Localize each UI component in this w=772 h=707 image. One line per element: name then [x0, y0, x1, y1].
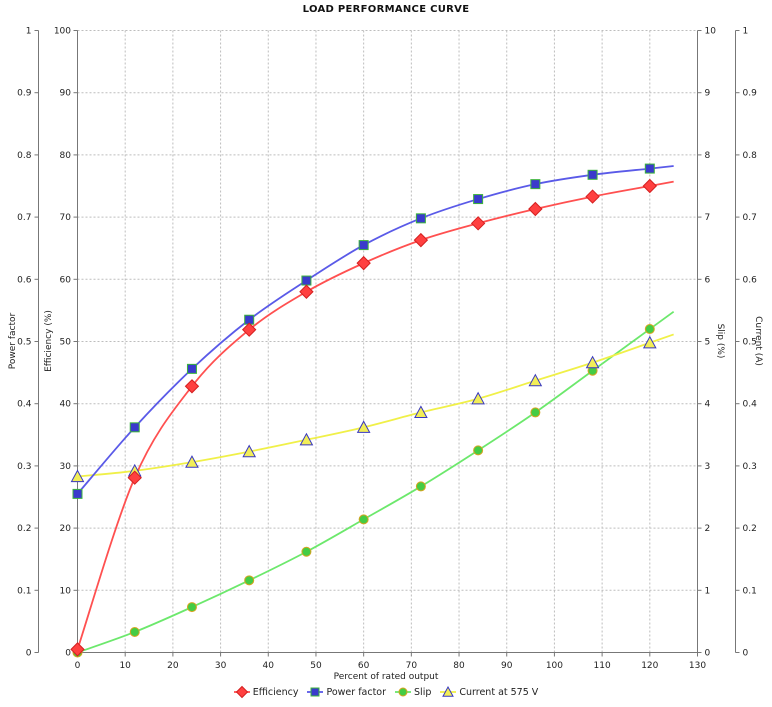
series-slip-line [77, 310, 675, 654]
svg-text:80: 80 [453, 661, 465, 671]
series-power-factor-line [76, 165, 674, 495]
svg-text:10: 10 [60, 586, 72, 596]
series-efficiency-line [76, 180, 674, 650]
svg-text:30: 30 [215, 661, 227, 671]
svg-text:2: 2 [705, 524, 711, 534]
svg-text:40: 40 [60, 400, 72, 410]
svg-text:90: 90 [501, 661, 513, 671]
legend-label: Current at 575 V [459, 686, 539, 698]
axis-ticks [34, 30, 740, 657]
svg-text:130: 130 [689, 661, 706, 671]
svg-text:7: 7 [705, 213, 711, 223]
current-axis-title: Current (A) [753, 316, 763, 366]
svg-text:80: 80 [60, 151, 72, 161]
svg-text:0.5: 0.5 [743, 338, 757, 348]
svg-text:60: 60 [358, 661, 370, 671]
svg-text:10: 10 [705, 27, 717, 37]
legend-item-efficiency: Efficiency [233, 685, 299, 699]
axis-tick-labels: 0 10 20 30 40 50 60 70 80 90 100 110 120 13000.10.20.… [17, 27, 757, 672]
svg-text:1: 1 [705, 586, 711, 596]
series-current-line [77, 333, 674, 478]
gridlines [77, 30, 698, 653]
svg-text:60: 60 [60, 275, 72, 285]
svg-text:90: 90 [60, 89, 72, 99]
svg-text:30: 30 [60, 462, 72, 472]
power-factor-legend-marker-icon [307, 687, 324, 697]
legend-item-power-factor: Power factor [307, 685, 386, 699]
svg-text:5: 5 [705, 338, 711, 348]
svg-text:0: 0 [26, 649, 32, 659]
svg-text:0.1: 0.1 [17, 586, 31, 596]
svg-text:0: 0 [75, 661, 81, 671]
svg-text:0.2: 0.2 [17, 524, 31, 534]
x-axis-title: Percent of rated output [333, 672, 439, 682]
svg-text:0.4: 0.4 [17, 400, 32, 410]
svg-text:9: 9 [705, 89, 711, 99]
series-slip-markers [72, 324, 655, 658]
legend-item-current: Current at 575 V [440, 685, 538, 699]
svg-text:0.4: 0.4 [743, 400, 758, 410]
svg-text:0: 0 [743, 649, 749, 659]
svg-text:0: 0 [705, 649, 711, 659]
svg-text:40: 40 [263, 661, 275, 671]
svg-text:0.6: 0.6 [743, 275, 758, 285]
efficiency-axis-title: Efficiency (%) [44, 310, 54, 372]
svg-text:0.8: 0.8 [743, 151, 758, 161]
svg-text:0.2: 0.2 [743, 524, 757, 534]
svg-text:1: 1 [26, 27, 32, 37]
svg-text:110: 110 [594, 661, 611, 671]
svg-text:1: 1 [743, 27, 749, 37]
svg-text:70: 70 [406, 661, 418, 671]
svg-text:0: 0 [65, 649, 71, 659]
series-current-markers [70, 335, 657, 483]
svg-text:0.9: 0.9 [743, 89, 758, 99]
svg-text:3: 3 [705, 462, 711, 472]
svg-text:8: 8 [705, 151, 711, 161]
svg-text:10: 10 [119, 661, 131, 671]
legend-item-slip: Slip [395, 685, 431, 699]
slip-axis-title: Slip (%) [715, 323, 725, 359]
svg-text:4: 4 [705, 400, 711, 410]
svg-text:20: 20 [167, 661, 179, 671]
svg-text:0.8: 0.8 [17, 151, 32, 161]
svg-text:120: 120 [641, 661, 658, 671]
legend: Efficiency Power factor Slip Current at 575… [0, 685, 772, 699]
svg-text:0.7: 0.7 [17, 213, 31, 223]
svg-text:0.5: 0.5 [17, 338, 31, 348]
slip-legend-marker-icon [395, 687, 412, 697]
svg-text:0.6: 0.6 [17, 275, 32, 285]
svg-text:100: 100 [54, 27, 71, 37]
efficiency-legend-marker-icon [233, 685, 250, 699]
legend-label: Power factor [326, 686, 387, 698]
series-efficiency-markers [70, 178, 658, 657]
current-legend-marker-icon [440, 685, 457, 697]
series-power-factor-markers [72, 163, 655, 499]
svg-text:0.7: 0.7 [743, 213, 757, 223]
svg-text:50: 50 [310, 661, 322, 671]
svg-text:50: 50 [60, 338, 72, 348]
svg-text:100: 100 [546, 661, 563, 671]
svg-text:70: 70 [60, 213, 72, 223]
svg-text:0.3: 0.3 [743, 462, 757, 472]
svg-text:0.1: 0.1 [743, 586, 757, 596]
chart-title: LOAD PERFORMANCE CURVE [302, 4, 470, 15]
svg-text:6: 6 [705, 275, 711, 285]
svg-text:0.9: 0.9 [17, 89, 32, 99]
power-factor-axis-title: Power factor [8, 312, 18, 370]
svg-text:0.3: 0.3 [17, 462, 31, 472]
svg-text:20: 20 [60, 524, 72, 534]
legend-label: Slip [414, 686, 432, 698]
legend-label: Efficiency [252, 686, 299, 698]
